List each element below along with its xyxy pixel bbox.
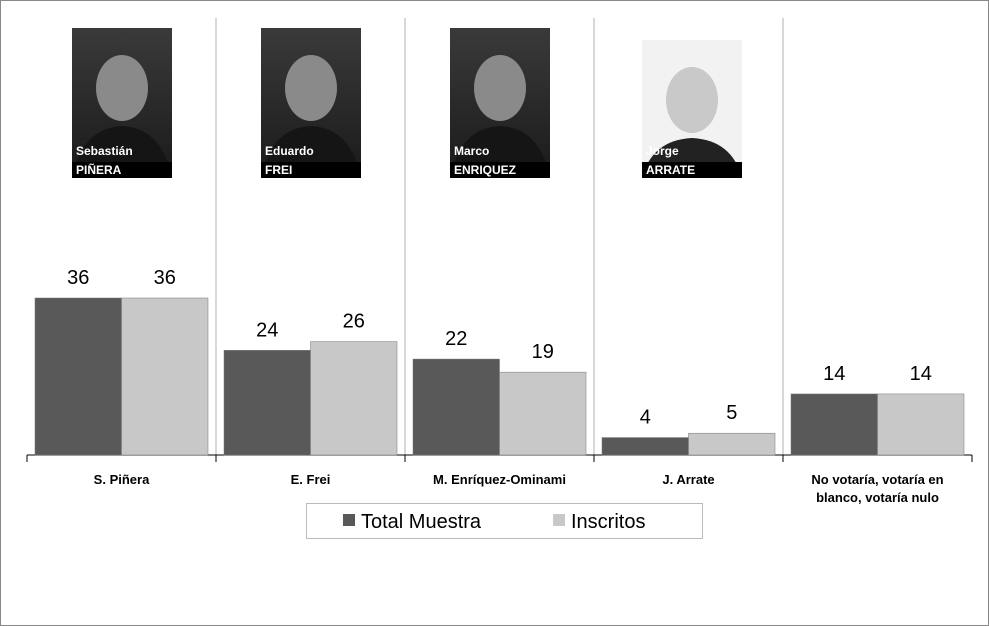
bar bbox=[310, 341, 398, 456]
caption-band bbox=[450, 162, 550, 178]
photo-head bbox=[96, 55, 148, 121]
x-tick-label: M. Enríquez-Ominami bbox=[433, 472, 566, 487]
photo-head bbox=[474, 55, 526, 121]
bar bbox=[412, 358, 500, 456]
value-label: 19 bbox=[532, 341, 554, 363]
x-tick-label: E. Frei bbox=[290, 472, 331, 487]
candidate-photo: Jorge ARRATE bbox=[642, 40, 742, 178]
bar bbox=[688, 432, 776, 456]
value-label: 26 bbox=[343, 311, 365, 333]
caption-band bbox=[261, 162, 361, 178]
photo-first-name: Eduardo bbox=[265, 144, 314, 158]
value-label: 4 bbox=[640, 407, 651, 429]
caption-band bbox=[642, 162, 742, 178]
legend-swatch bbox=[553, 514, 565, 526]
photo-first-name: Sebastián bbox=[76, 144, 133, 158]
bar bbox=[223, 350, 311, 456]
value-label: 36 bbox=[67, 267, 89, 289]
candidate-photo: Sebastián PIÑERA bbox=[72, 28, 172, 178]
legend-box bbox=[306, 503, 703, 539]
value-label: 14 bbox=[823, 363, 845, 385]
bar bbox=[499, 371, 587, 456]
legend-label: Inscritos bbox=[571, 511, 645, 533]
x-tick-label: No votaría, votaría en blanco, votaría n… bbox=[811, 472, 944, 505]
bar bbox=[34, 297, 122, 456]
photo-last-name: FREI bbox=[265, 163, 292, 177]
x-tick-label: J. Arrate bbox=[662, 472, 715, 487]
photo-last-name: PIÑERA bbox=[76, 162, 122, 177]
bar bbox=[790, 393, 878, 456]
legend-swatch bbox=[343, 514, 355, 526]
x-tick-label: S. Piñera bbox=[93, 472, 150, 487]
photo-first-name: Marco bbox=[454, 144, 489, 158]
photo-first-name: Jorge bbox=[646, 144, 679, 158]
legend-label: Total Muestra bbox=[361, 511, 482, 533]
value-label: 5 bbox=[726, 402, 737, 424]
bar bbox=[601, 437, 689, 456]
photo-head bbox=[666, 67, 718, 133]
value-label: 24 bbox=[256, 319, 278, 341]
candidate-photo: Eduardo FREI bbox=[261, 28, 361, 178]
value-label: 14 bbox=[910, 363, 932, 385]
candidate-photo: Marco ENRIQUEZ bbox=[450, 28, 550, 178]
photo-head bbox=[285, 55, 337, 121]
bar bbox=[877, 393, 965, 456]
photo-last-name: ENRIQUEZ bbox=[454, 163, 516, 177]
caption-band bbox=[72, 162, 172, 178]
bar bbox=[121, 297, 209, 456]
photo-last-name: ARRATE bbox=[646, 163, 695, 177]
value-label: 22 bbox=[445, 328, 467, 350]
value-label: 36 bbox=[154, 267, 176, 289]
